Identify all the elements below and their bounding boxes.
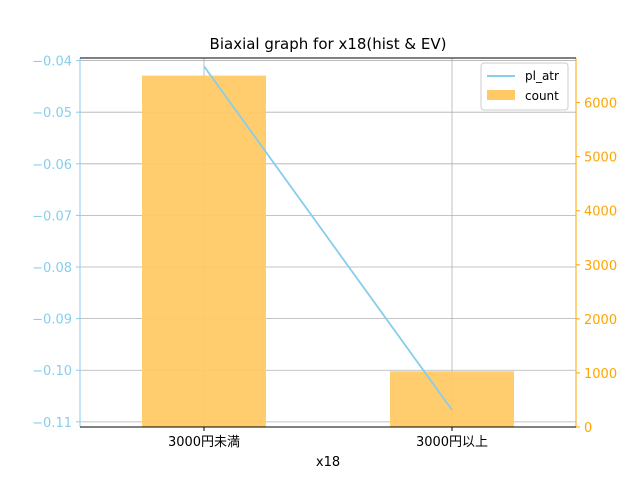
x-axis-label: x18 bbox=[316, 455, 340, 470]
legend-bar-swatch bbox=[487, 90, 515, 100]
legend: pl_atr count bbox=[480, 62, 569, 111]
pl-atr-line bbox=[203, 65, 453, 411]
left-tick-label: −0.04 bbox=[32, 55, 72, 70]
right-tick-label: 2000 bbox=[584, 313, 617, 328]
left-tick-label: −0.10 bbox=[32, 364, 72, 379]
bars bbox=[142, 75, 514, 428]
left-tick-label: −0.06 bbox=[32, 158, 72, 173]
axes: −0.04 −0.05 −0.06 −0.07 −0.08 −0.09 −0.10 −0.11… bbox=[32, 55, 617, 450]
right-tick-label: 0 bbox=[584, 421, 592, 436]
x-tick-label: 3000円未満 bbox=[168, 435, 240, 450]
right-tick-label: 1000 bbox=[584, 367, 617, 382]
chart-title: Biaxial graph for x18(hist & EV) bbox=[210, 35, 447, 53]
left-tick-label: −0.05 bbox=[32, 106, 72, 121]
legend-count-label: count bbox=[525, 89, 559, 103]
legend-pl-atr-label: pl_atr bbox=[525, 69, 559, 83]
right-tick-label: 6000 bbox=[584, 97, 617, 112]
left-tick-label: −0.09 bbox=[32, 313, 72, 328]
count-bar bbox=[142, 75, 266, 428]
left-tick-label: −0.08 bbox=[32, 261, 72, 276]
count-bar bbox=[390, 371, 514, 427]
left-tick-label: −0.07 bbox=[32, 209, 72, 224]
x-tick-label: 3000円以上 bbox=[416, 435, 488, 450]
ev-line bbox=[203, 65, 453, 411]
right-tick-label: 4000 bbox=[584, 205, 617, 220]
left-tick-label: −0.11 bbox=[32, 416, 72, 431]
right-tick-label: 3000 bbox=[584, 259, 617, 274]
right-tick-label: 5000 bbox=[584, 151, 617, 166]
